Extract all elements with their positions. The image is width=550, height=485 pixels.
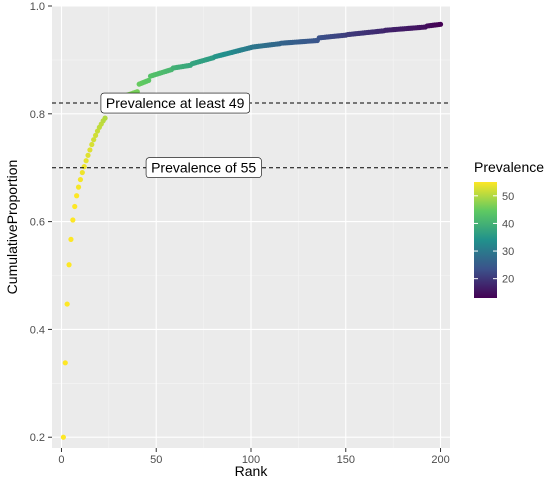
- x-tick-label: 0: [58, 454, 64, 466]
- data-point: [74, 193, 80, 199]
- data-point: [87, 147, 93, 153]
- reference-lines: Prevalence at least 49 Prevalence of 55: [52, 92, 450, 179]
- legend-tick-label: 20: [502, 274, 514, 286]
- data-point: [70, 217, 76, 223]
- data-point: [79, 169, 85, 176]
- data-point: [72, 203, 78, 210]
- data-point: [89, 141, 95, 148]
- x-tick-label: 150: [337, 454, 355, 466]
- x-axis-ticks: 0 50 100 150 200: [58, 448, 450, 466]
- data-point: [75, 184, 82, 190]
- y-tick-label: 0.6: [30, 217, 45, 229]
- reference-label: Prevalence at least 49: [100, 92, 250, 114]
- y-tick-label: 0.4: [30, 324, 45, 336]
- x-tick-label: 100: [242, 454, 260, 466]
- reference-label-text: Prevalence of 55: [151, 160, 256, 176]
- data-point: [62, 360, 68, 366]
- reference-label-box: [100, 92, 250, 114]
- legend-ticks: 20 30 40 50: [474, 191, 514, 286]
- y-axis-ticks: 0.2 0.4 0.6 0.8 1.0: [30, 1, 52, 444]
- color-legend: Prevalence 20 30 40 50: [474, 159, 544, 298]
- data-point: [77, 176, 84, 183]
- data-point: [102, 115, 108, 121]
- data-point: [60, 434, 66, 440]
- legend-tick-label: 50: [502, 191, 514, 203]
- x-axis-title: Rank: [235, 463, 269, 479]
- x-tick-label: 200: [431, 454, 449, 466]
- data-point: [66, 262, 72, 268]
- y-tick-label: 0.2: [30, 432, 45, 444]
- legend-title: Prevalence: [474, 159, 544, 175]
- legend-tick-label: 30: [502, 246, 514, 258]
- legend-colorbar: [474, 182, 497, 298]
- data-point: [83, 158, 89, 164]
- data-point: [146, 77, 152, 83]
- grid-major: [52, 5, 450, 448]
- data-point: [92, 132, 99, 138]
- data-point: [437, 21, 444, 27]
- data-point: [64, 301, 70, 307]
- data-point: [81, 164, 87, 170]
- legend-tick-label: 40: [502, 218, 514, 230]
- reference-label: Prevalence of 55: [145, 157, 262, 179]
- reference-label-text: Prevalence at least 49: [106, 95, 245, 111]
- scatter-points: [60, 21, 444, 440]
- reference-label-box: [145, 157, 262, 179]
- x-tick-label: 50: [150, 454, 162, 466]
- data-point: [85, 152, 91, 158]
- y-tick-label: 0.8: [30, 109, 45, 121]
- data-point: [68, 236, 74, 242]
- y-axis-title: CumulativeProportion: [4, 160, 20, 295]
- data-point: [91, 137, 97, 143]
- y-tick-label: 1.0: [30, 1, 45, 13]
